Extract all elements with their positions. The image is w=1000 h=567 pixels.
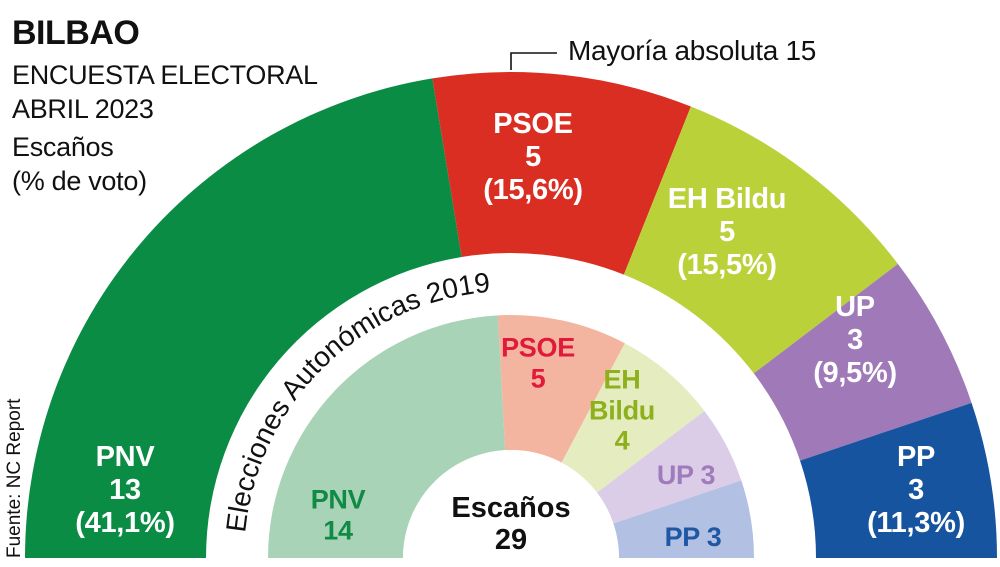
center-hole bbox=[403, 450, 619, 567]
subtitle-line: Escaños bbox=[12, 132, 114, 162]
inner-label-ehbildu: EH Bildu 4 bbox=[589, 364, 655, 456]
inner-ring-2019 bbox=[268, 314, 754, 558]
inner-label-pp: PP 3 bbox=[664, 521, 722, 552]
outer-label-psoe: PSOE 5 (15,6%) bbox=[483, 107, 583, 206]
outer-label-up: UP 3 (9,5%) bbox=[813, 290, 897, 389]
center-total: Escaños 29 bbox=[451, 492, 571, 556]
inner-segment-pnv bbox=[268, 315, 506, 558]
inner-label-psoe: PSOE 5 bbox=[501, 332, 575, 394]
outer-segment-pp bbox=[800, 402, 997, 558]
subtitle-line: ENCUESTA ELECTORAL bbox=[12, 60, 318, 90]
outer-label-pnv: PNV 13 (41,1%) bbox=[75, 440, 175, 539]
inner-segment-up bbox=[596, 410, 742, 524]
inner-segment-pp bbox=[613, 480, 754, 558]
source-note: Fuente: NC Report bbox=[4, 398, 25, 558]
outer-ring-2023 bbox=[25, 72, 997, 558]
outer-segment-pnv bbox=[25, 78, 462, 558]
inner-segment-psoe bbox=[497, 314, 625, 463]
outer-label-pp: PP 3 (11,3%) bbox=[867, 440, 965, 539]
subtitle-line: ABRIL 2023 bbox=[12, 94, 154, 124]
majority-marker bbox=[510, 52, 557, 70]
inner-segment-ehbildu bbox=[561, 343, 705, 493]
majority-label: Mayoría absoluta 15 bbox=[568, 35, 817, 66]
subtitle-line: (% de voto) bbox=[12, 166, 147, 196]
outer-segment-psoe bbox=[432, 72, 691, 275]
outer-label-ehbildu: EH Bildu 5 (15,5%) bbox=[667, 182, 787, 281]
inner-label-up: UP 3 bbox=[656, 459, 716, 490]
inner-label-pnv: PNV 14 bbox=[310, 484, 366, 546]
outer-segment-ehbildu bbox=[623, 106, 898, 374]
chart-title: BILBAO bbox=[12, 14, 140, 52]
outer-segment-up bbox=[753, 263, 972, 461]
